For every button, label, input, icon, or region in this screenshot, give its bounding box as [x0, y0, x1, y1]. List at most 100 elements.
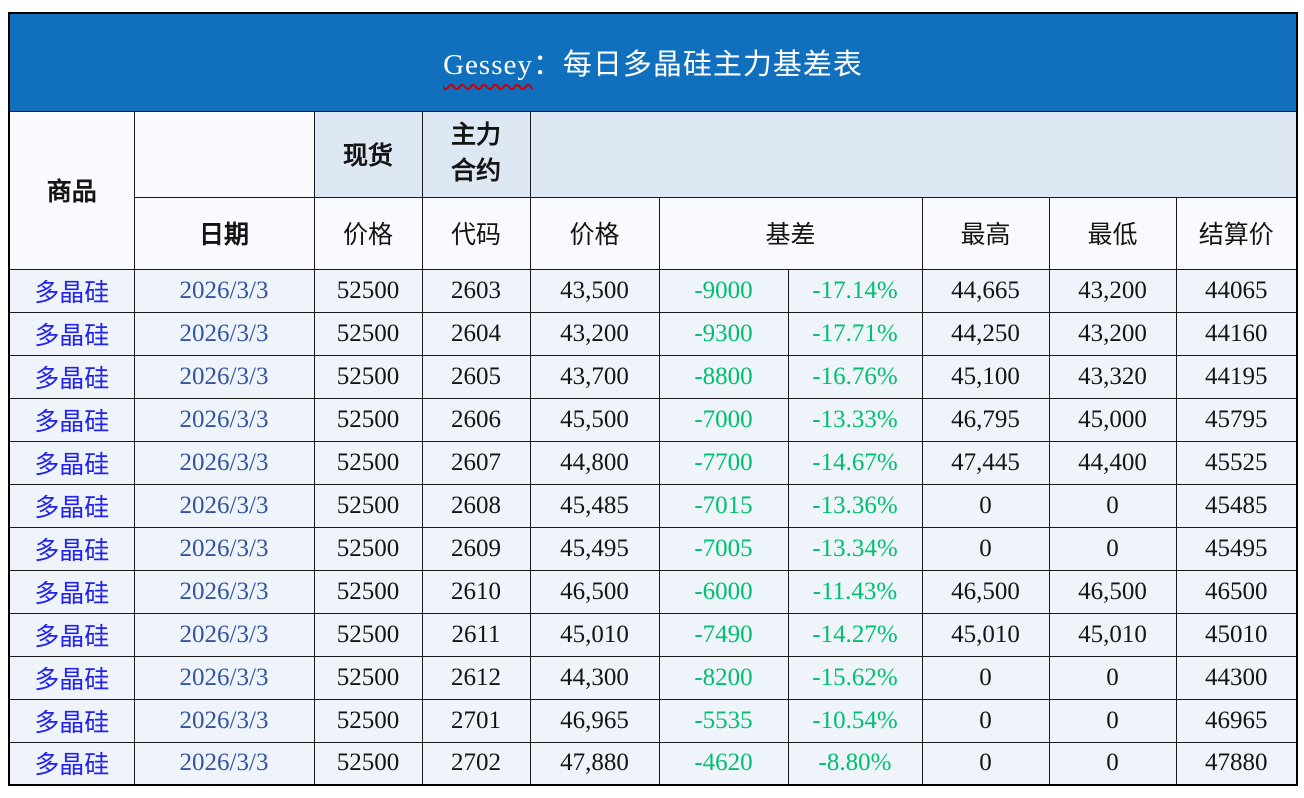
title-word-misspelled: Gessey — [443, 49, 533, 82]
contract-code-cell: 2701 — [421, 698, 531, 743]
commodity-cell: 多晶硅 — [8, 440, 135, 485]
table-row: 多晶硅 2026/3/3 52500 2701 46,965 -5535 -10… — [8, 698, 1298, 743]
date-cell: 2026/3/3 — [133, 268, 315, 313]
header-basis: 基差 — [658, 196, 923, 270]
settlement-cell: 46965 — [1175, 698, 1298, 743]
settlement-cell: 44300 — [1175, 655, 1298, 700]
low-cell: 0 — [1048, 741, 1177, 786]
date-cell: 2026/3/3 — [133, 655, 315, 700]
futures-price-cell: 43,500 — [529, 268, 660, 313]
spot-price-cell: 52500 — [313, 483, 423, 528]
contract-code-cell: 2608 — [421, 483, 531, 528]
basis-value-cell: -7000 — [658, 397, 789, 442]
table-row: 多晶硅 2026/3/3 52500 2611 45,010 -7490 -14… — [8, 612, 1298, 657]
date-cell: 2026/3/3 — [133, 311, 315, 356]
basis-value-cell: -7490 — [658, 612, 789, 657]
commodity-cell: 多晶硅 — [8, 698, 135, 743]
commodity-cell: 多晶硅 — [8, 569, 135, 614]
contract-code-cell: 2606 — [421, 397, 531, 442]
basis-value-cell: -5535 — [658, 698, 789, 743]
contract-code-cell: 2604 — [421, 311, 531, 356]
high-cell: 44,250 — [921, 311, 1050, 356]
commodity-cell: 多晶硅 — [8, 526, 135, 571]
header-commodity: 商品 — [8, 110, 135, 270]
table-row: 多晶硅 2026/3/3 52500 2609 45,495 -7005 -13… — [8, 526, 1298, 571]
date-cell: 2026/3/3 — [133, 440, 315, 485]
settlement-cell: 46500 — [1175, 569, 1298, 614]
basis-value-cell: -9000 — [658, 268, 789, 313]
basis-percent-cell: -16.76% — [787, 354, 923, 399]
futures-price-cell: 45,500 — [529, 397, 660, 442]
header-price: 价格 — [529, 196, 660, 270]
header-row-groups: 商品 现货 主力 合约 — [8, 110, 1298, 270]
high-cell: 45,100 — [921, 354, 1050, 399]
low-cell: 46,500 — [1048, 569, 1177, 614]
basis-value-cell: -8800 — [658, 354, 789, 399]
futures-price-cell: 43,200 — [529, 311, 660, 356]
low-cell: 43,320 — [1048, 354, 1177, 399]
basis-percent-cell: -11.43% — [787, 569, 923, 614]
futures-price-cell: 45,485 — [529, 483, 660, 528]
contract-code-cell: 2702 — [421, 741, 531, 786]
header-spot-group: 现货 — [313, 110, 423, 198]
futures-price-cell: 44,300 — [529, 655, 660, 700]
high-cell: 46,795 — [921, 397, 1050, 442]
futures-price-cell: 45,495 — [529, 526, 660, 571]
spot-price-cell: 52500 — [313, 440, 423, 485]
low-cell: 0 — [1048, 655, 1177, 700]
low-cell: 45,000 — [1048, 397, 1177, 442]
header-empty-cell — [133, 110, 315, 198]
header-low: 最低 — [1048, 196, 1177, 270]
high-cell: 0 — [921, 698, 1050, 743]
commodity-cell: 多晶硅 — [8, 311, 135, 356]
settlement-cell: 45485 — [1175, 483, 1298, 528]
basis-value-cell: -9300 — [658, 311, 789, 356]
date-cell: 2026/3/3 — [133, 741, 315, 786]
table-row: 多晶硅 2026/3/3 52500 2605 43,700 -8800 -16… — [8, 354, 1298, 399]
settlement-cell: 44065 — [1175, 268, 1298, 313]
header-date: 日期 — [133, 196, 315, 270]
date-cell: 2026/3/3 — [133, 612, 315, 657]
low-cell: 45,010 — [1048, 612, 1177, 657]
header-row-columns: 日期 价格 代码 价格 基差 最高 最低 结算价 — [9, 196, 1298, 270]
table-row: 多晶硅 2026/3/3 52500 2612 44,300 -8200 -15… — [8, 655, 1298, 700]
basis-value-cell: -8200 — [658, 655, 789, 700]
high-cell: 0 — [921, 483, 1050, 528]
header-code: 代码 — [421, 196, 531, 270]
table-row: 多晶硅 2026/3/3 52500 2604 43,200 -9300 -17… — [8, 311, 1298, 356]
high-cell: 0 — [921, 655, 1050, 700]
basis-value-cell: -7015 — [658, 483, 789, 528]
contract-code-cell: 2610 — [421, 569, 531, 614]
futures-price-cell: 46,965 — [529, 698, 660, 743]
spot-price-cell: 52500 — [313, 741, 423, 786]
daily-basis-table: Gessey：每日多晶硅主力基差表 商品 现货 主力 合约 日期 价格 代码 价… — [8, 12, 1298, 786]
date-cell: 2026/3/3 — [133, 526, 315, 571]
contract-code-cell: 2611 — [421, 612, 531, 657]
settlement-cell: 45795 — [1175, 397, 1298, 442]
futures-price-cell: 46,500 — [529, 569, 660, 614]
title-row: Gessey：每日多晶硅主力基差表 — [8, 12, 1298, 112]
basis-value-cell: -6000 — [658, 569, 789, 614]
settlement-cell: 44195 — [1175, 354, 1298, 399]
basis-percent-cell: -17.14% — [787, 268, 923, 313]
spot-price-cell: 52500 — [313, 311, 423, 356]
date-cell: 2026/3/3 — [133, 698, 315, 743]
header-settlement: 结算价 — [1175, 196, 1298, 270]
low-cell: 0 — [1048, 698, 1177, 743]
basis-percent-cell: -17.71% — [787, 311, 923, 356]
futures-price-cell: 43,700 — [529, 354, 660, 399]
spot-price-cell: 52500 — [313, 354, 423, 399]
commodity-cell: 多晶硅 — [8, 483, 135, 528]
table-title: Gessey：每日多晶硅主力基差表 — [8, 12, 1298, 112]
contract-code-cell: 2605 — [421, 354, 531, 399]
futures-price-cell: 44,800 — [529, 440, 660, 485]
table-header: Gessey：每日多晶硅主力基差表 商品 现货 主力 合约 日期 价格 代码 价… — [8, 12, 1298, 270]
low-cell: 44,400 — [1048, 440, 1177, 485]
spot-price-cell: 52500 — [313, 612, 423, 657]
low-cell: 43,200 — [1048, 311, 1177, 356]
high-cell: 0 — [921, 741, 1050, 786]
basis-value-cell: -7005 — [658, 526, 789, 571]
spot-price-cell: 52500 — [313, 655, 423, 700]
basis-percent-cell: -13.33% — [787, 397, 923, 442]
contract-code-cell: 2603 — [421, 268, 531, 313]
